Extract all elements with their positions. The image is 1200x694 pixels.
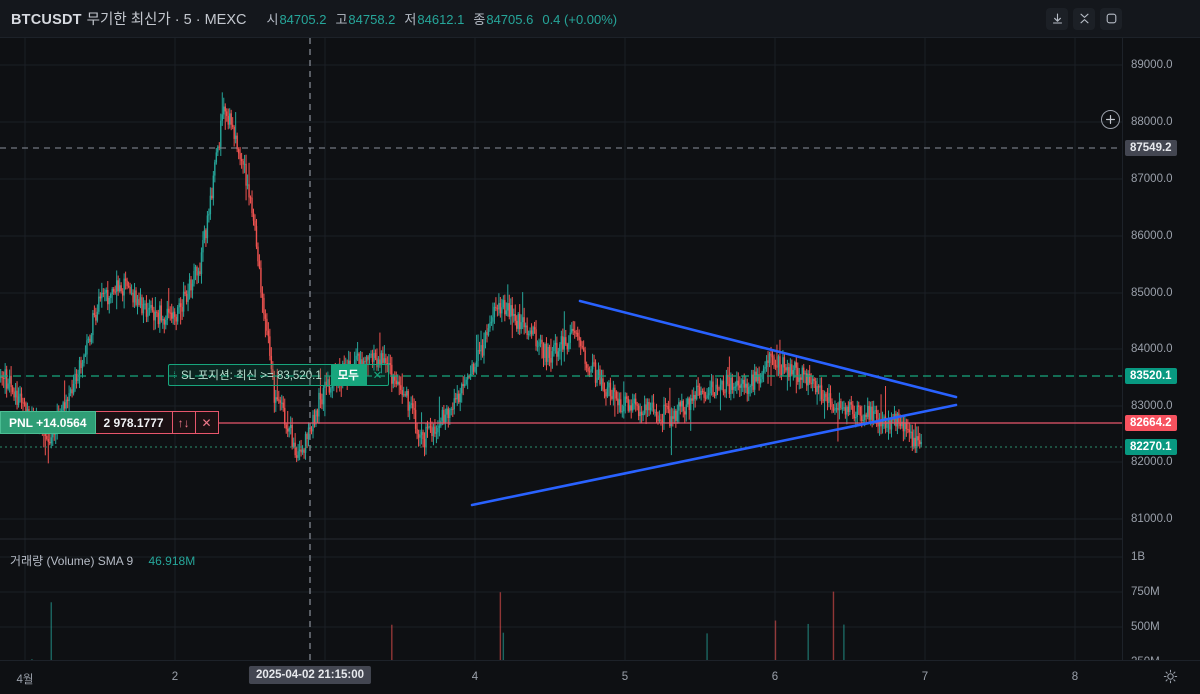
- volume-indicator-name: 거래량 (Volume) SMA 9: [10, 554, 134, 568]
- time-tick: 7: [921, 671, 929, 683]
- stop-loss-all-button[interactable]: 모두: [330, 365, 366, 385]
- reverse-position-icon[interactable]: ↑↓: [172, 411, 196, 434]
- position-quantity[interactable]: 2 978.1777: [95, 411, 173, 434]
- time-tick: 4월: [16, 674, 34, 686]
- time-axis[interactable]: 4월 2 4 5 6 7 8 2025-04-02 21:15:00: [0, 660, 1200, 694]
- ohlc-close-value: 84705.6: [486, 12, 534, 27]
- gear-icon[interactable]: [1163, 669, 1178, 689]
- symbol-description: 무기한 최신가 · 5 · MEXC: [86, 12, 247, 28]
- drag-handle-icon[interactable]: ⁞: [173, 370, 176, 380]
- upper-trendline: [578, 299, 958, 399]
- price-tick: 83000.0: [1131, 400, 1173, 412]
- symbol-name[interactable]: BTCUSDT: [11, 12, 82, 28]
- chart-canvas[interactable]: ⁞ SL 포지션: 최신 >= 83,520.1 모두 ✕ PNL +14.05…: [0, 38, 1122, 660]
- ohlc-open-key: 시: [266, 12, 279, 27]
- price-tick: 81000.0: [1131, 513, 1173, 525]
- stop-loss-order-box[interactable]: ⁞ SL 포지션: 최신 >= 83,520.1 모두 ✕: [168, 364, 389, 386]
- volume-tick: 1B: [1131, 551, 1146, 563]
- chart-plot: [0, 38, 1122, 660]
- chart-legend[interactable]: BTCUSDT 무기한 최신가 · 5 · MEXC 시84705.2 고8475…: [0, 8, 617, 29]
- ohlc-open-value: 84705.2: [279, 12, 327, 27]
- ohlc-close-key: 종: [473, 12, 486, 27]
- price-axis[interactable]: 89000.0 88000.0 87000.0 86000.0 85000.0 …: [1101, 38, 1200, 694]
- entry-price-tag[interactable]: 82664.2: [1125, 415, 1177, 431]
- time-tick: 4: [471, 671, 479, 683]
- last-price-tag[interactable]: 82270.1: [1125, 439, 1177, 455]
- pnl-badge: PNL +14.0564: [0, 411, 96, 434]
- price-tick: 84000.0: [1131, 343, 1173, 355]
- ohlc-low-value: 84612.1: [417, 12, 465, 27]
- vertical-gridlines: [24, 38, 1076, 660]
- price-tick: 85000.0: [1131, 287, 1173, 299]
- ohlc-high-value: 84758.2: [348, 12, 396, 27]
- time-tick: 8: [1071, 671, 1079, 683]
- price-tick: 86000.0: [1131, 230, 1173, 242]
- fullscreen-icon[interactable]: [1100, 7, 1122, 30]
- volume-series: [31, 591, 845, 660]
- price-tick: 88000.0: [1131, 116, 1173, 128]
- add-order-icon[interactable]: [1101, 110, 1120, 129]
- crosshair-price-tag: 87549.2: [1125, 140, 1177, 156]
- stop-loss-label: SL 포지션: 최신 >= 83,520.1: [181, 370, 322, 382]
- volume-indicator-value: 46.918M: [148, 554, 196, 568]
- time-tick: 6: [771, 671, 779, 683]
- time-tick: 2: [171, 671, 179, 683]
- download-icon[interactable]: [1046, 7, 1068, 30]
- collapse-icon[interactable]: [1073, 7, 1095, 30]
- header-actions: [1046, 7, 1122, 30]
- ohlc-values: 시84705.2 고84758.2 저84612.1 종84705.6 0.4 (+0.…: [266, 9, 617, 28]
- ohlc-low-key: 저: [404, 12, 417, 27]
- price-tick: 87000.0: [1131, 173, 1173, 185]
- price-tick: 82000.0: [1131, 456, 1173, 468]
- volume-tick: 750M: [1131, 586, 1160, 598]
- price-tick: 89000.0: [1131, 59, 1173, 71]
- time-tick: 5: [621, 671, 629, 683]
- position-box[interactable]: PNL +14.0564 2 978.1777 ↑↓ ✕: [0, 411, 219, 434]
- ohlc-high-key: 고: [335, 12, 348, 27]
- stop-loss-close-icon[interactable]: ✕: [365, 365, 388, 385]
- close-position-icon[interactable]: ✕: [195, 411, 219, 434]
- lower-trendline: [470, 403, 958, 507]
- price-change: 0.4 (+0.00%): [542, 12, 618, 27]
- volume-indicator-legend[interactable]: 거래량 (Volume) SMA 9 46.918M: [10, 552, 195, 569]
- crosshair-time-tag: 2025-04-02 21:15:00: [248, 666, 372, 684]
- chart-header: BTCUSDT 무기한 최신가 · 5 · MEXC 시84705.2 고8475…: [0, 0, 1200, 38]
- volume-tick: 500M: [1131, 621, 1160, 633]
- stop-loss-price-tag[interactable]: 83520.1: [1125, 368, 1177, 384]
